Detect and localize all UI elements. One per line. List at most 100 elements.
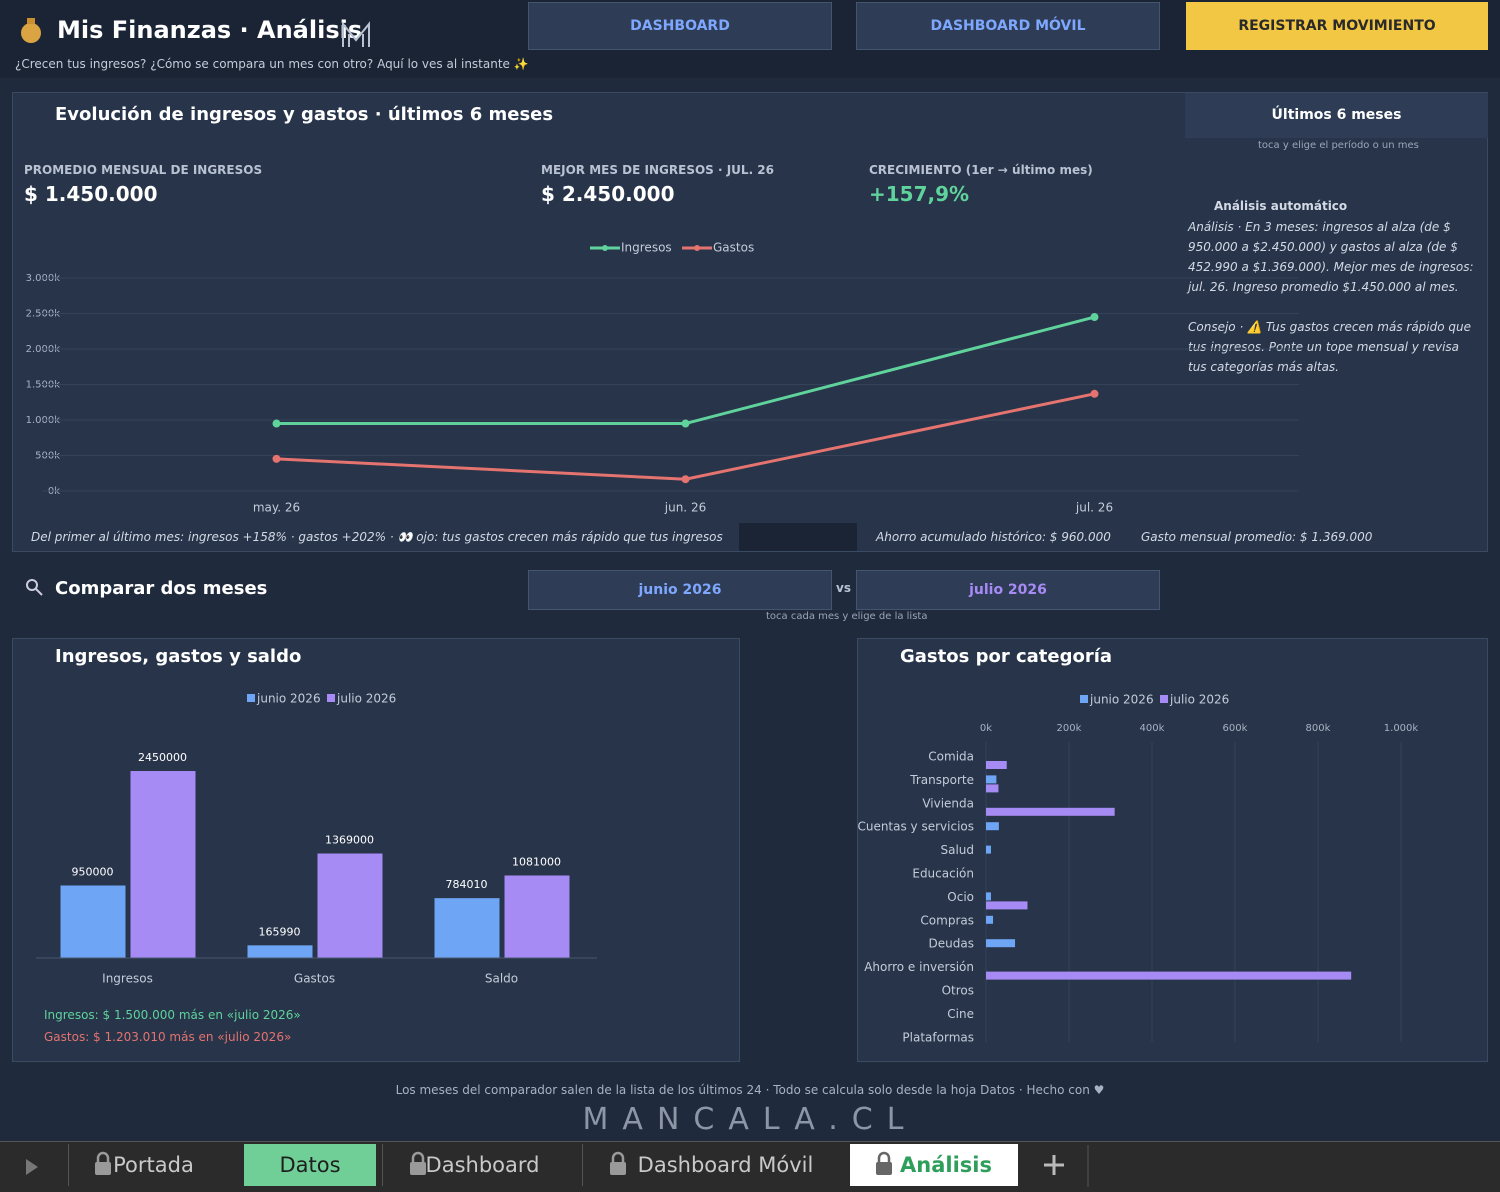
y-tick-label: Comida — [928, 750, 974, 764]
y-tick-label: Plataformas — [902, 1030, 974, 1044]
avg-expense-note: Gasto mensual promedio: $ 1.369.000 — [1141, 530, 1373, 544]
value-label: 784010 — [446, 878, 488, 891]
x-tick-label: 1.000k — [1384, 723, 1419, 734]
y-tick-label: Cine — [947, 1007, 974, 1021]
point — [1090, 313, 1099, 322]
evolution-title: Evolución de ingresos y gastos · últimos… — [55, 104, 554, 125]
y-tick-label: Cuentas y servicios — [857, 820, 974, 834]
bar — [434, 898, 500, 958]
analysis-text: Análisis · En 3 meses: ingresos al alza … — [1188, 220, 1474, 294]
vs-label: vs — [836, 581, 851, 595]
legend-swatch — [1080, 695, 1088, 703]
bar — [504, 875, 570, 958]
x-tick-label: 200k — [1057, 723, 1082, 734]
kpi-label: PROMEDIO MENSUAL DE INGRESOS — [24, 163, 263, 177]
legend-swatch — [1160, 695, 1168, 703]
kpi-label: CRECIMIENTO (1er → último mes) — [869, 163, 1093, 177]
legend-label: Gastos — [713, 241, 754, 255]
y-tick-label: Compras — [920, 913, 974, 927]
x-tick-label: Gastos — [294, 972, 335, 986]
period-selector[interactable]: Últimos 6 meses — [1185, 93, 1488, 138]
category-title: Gastos por categoría — [900, 646, 1113, 667]
compare-title: Comparar dos meses — [55, 578, 268, 599]
x-tick-label: may. 26 — [253, 501, 300, 515]
x-tick-label: 400k — [1140, 723, 1165, 734]
bar — [986, 915, 994, 924]
x-tick-label: 800k — [1306, 723, 1331, 734]
app-subtitle: ¿Crecen tus ingresos? ¿Cómo se compara u… — [15, 57, 529, 71]
bar — [986, 892, 991, 901]
y-tick-label: Deudas — [929, 937, 974, 951]
search-icon — [26, 579, 43, 596]
legend-label: junio 2026 — [1089, 693, 1154, 707]
kpi-label: MEJOR MES DE INGRESOS · JUL. 26 — [541, 163, 775, 177]
bar — [986, 807, 1115, 816]
value-label: 950000 — [72, 865, 114, 878]
bar-chart: junio 2026 950000 165990 784010 julio 2026 24… — [36, 692, 597, 986]
register-button[interactable]: REGISTRAR MOVIMIENTO — [1186, 2, 1488, 50]
legend-swatch — [602, 245, 608, 251]
bar — [986, 784, 999, 793]
scroll-arrow[interactable] — [22, 1157, 42, 1177]
value-label: 2450000 — [138, 751, 187, 764]
point — [681, 419, 690, 428]
category-chart: junio 2026 julio 2026 0k 200k 400k 600k 800k 1.… — [857, 693, 1419, 1045]
compare-hint: toca cada mes y elige de la lista — [766, 611, 928, 622]
tab[interactable]: Dashboard Móvil — [582, 1144, 848, 1186]
legend-label: junio 2026 — [256, 692, 321, 706]
dashboard-button[interactable]: DASHBOARD — [528, 2, 832, 50]
y-tick-label: Ahorro e inversión — [864, 960, 974, 974]
x-tick-label: Saldo — [485, 972, 518, 986]
point — [681, 475, 690, 484]
bar — [60, 885, 126, 958]
tab[interactable]: Dashboard — [382, 1144, 582, 1186]
evolution-panel — [12, 92, 1488, 552]
logo — [342, 21, 370, 47]
point — [272, 419, 281, 428]
legend-swatch — [327, 694, 335, 702]
kpi-value: +157,9% — [869, 182, 970, 206]
bar-title: Ingresos, gastos y saldo — [55, 646, 302, 667]
value-label: 1369000 — [325, 834, 374, 847]
value-label: 165990 — [259, 925, 301, 938]
value-label: 1081000 — [512, 855, 561, 868]
series-line — [276, 392, 1095, 481]
expense-diff-note: Gastos: $ 1.203.010 más en «julio 2026» — [44, 1030, 292, 1044]
y-tick-label: Educación — [912, 867, 974, 881]
month-b-selector[interactable]: julio 2026 — [856, 570, 1160, 610]
point — [1090, 389, 1099, 398]
brand: MANCALA.CL — [582, 1102, 918, 1137]
legend-label: julio 2026 — [1169, 693, 1229, 707]
footer-text: Los meses del comparador salen de la lis… — [395, 1083, 1105, 1097]
kpi-value: $ 1.450.000 — [24, 182, 158, 206]
analysis-title: Análisis automático — [1214, 199, 1348, 213]
y-tick-label: Transporte — [909, 773, 974, 787]
tab[interactable]: Portada — [68, 1144, 238, 1186]
bar — [986, 901, 1028, 910]
tab[interactable]: Datos — [244, 1144, 376, 1186]
category-panel — [857, 638, 1488, 1062]
advice-text: Consejo · ⚠️ Tus gastos crecen más rápid… — [1188, 320, 1472, 374]
bar — [986, 845, 991, 854]
line-chart: 0k500k1.000k1.500k2.000k2.500k3.000kmay.… — [26, 241, 1299, 515]
series-line — [276, 315, 1095, 426]
x-tick-label: jun. 26 — [664, 501, 706, 515]
savings-note: Ahorro acumulado histórico: $ 960.000 — [876, 530, 1111, 544]
bar — [986, 761, 1007, 769]
tab-icons — [95, 1145, 1089, 1187]
money-icon — [21, 18, 41, 43]
bar — [986, 775, 997, 784]
legend-swatch — [247, 694, 255, 702]
bar — [247, 945, 313, 958]
bar — [130, 771, 196, 958]
month-a-selector[interactable]: junio 2026 — [528, 570, 832, 610]
evolution-note: Del primer al último mes: ingresos +158%… — [31, 530, 723, 544]
y-tick-label: Otros — [942, 984, 974, 998]
bar — [986, 822, 999, 831]
point — [272, 454, 281, 463]
income-diff-note: Ingresos: $ 1.500.000 más en «julio 2026… — [44, 1008, 301, 1022]
x-tick-label: 600k — [1223, 723, 1248, 734]
x-tick-label: 0k — [980, 723, 992, 734]
mobile-dashboard-button[interactable]: DASHBOARD MÓVIL — [856, 2, 1160, 50]
